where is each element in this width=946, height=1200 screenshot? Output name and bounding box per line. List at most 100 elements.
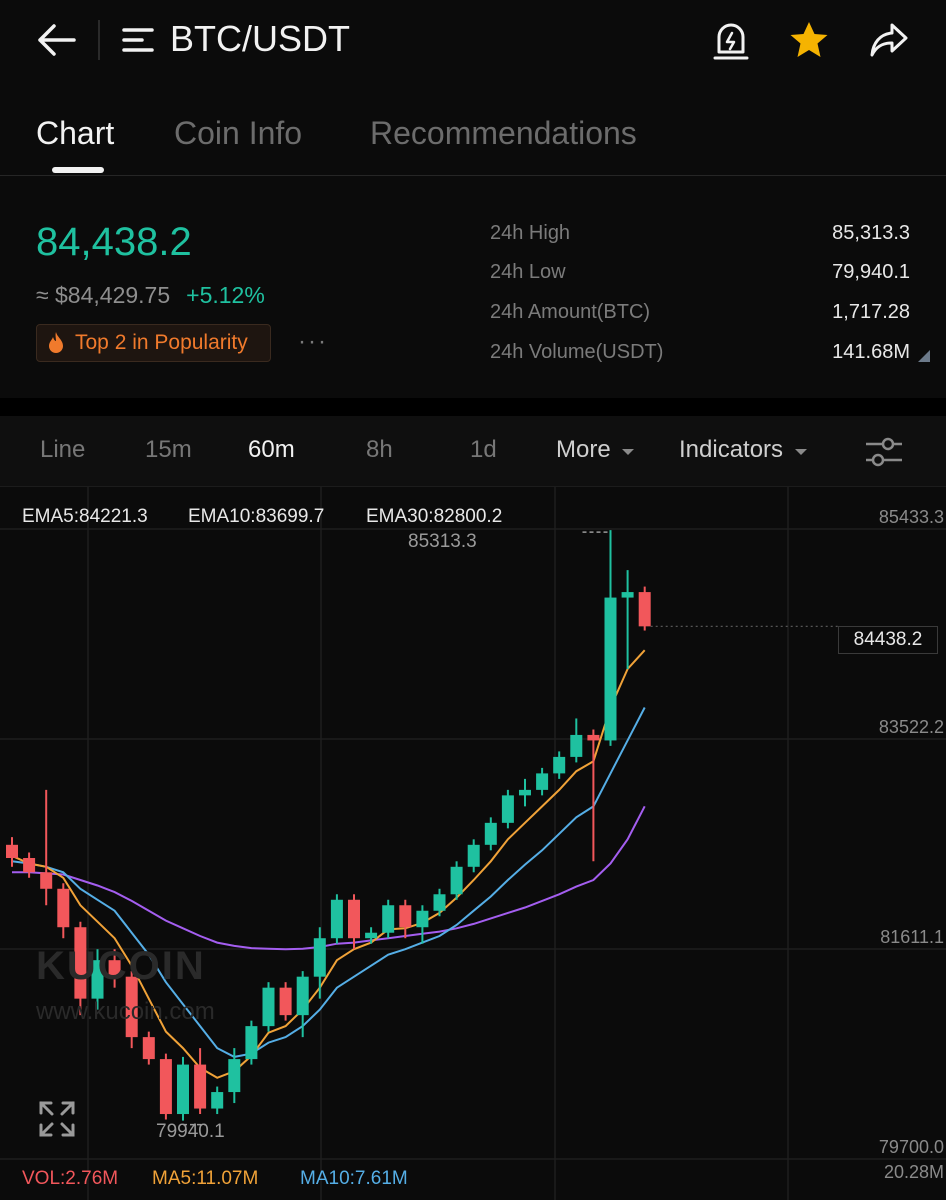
candle-body-18: [313, 938, 326, 977]
indicators-label: Indicators: [679, 436, 784, 463]
vol-ma10-legend: MA10:7.61M: [300, 1168, 408, 1189]
candlestick-chart[interactable]: [0, 487, 946, 1200]
candle-body-37: [638, 592, 651, 627]
stat-value-high: 85,313.3: [832, 222, 910, 244]
tab-coin-info[interactable]: Coin Info: [174, 115, 303, 151]
tf-8h[interactable]: 8h: [366, 436, 393, 463]
menu-icon[interactable]: [122, 26, 156, 54]
candle-body-14: [245, 1026, 258, 1060]
candle-body-19: [330, 899, 343, 939]
low-marker-label: 79940.1: [156, 1121, 225, 1142]
candle-body-20: [348, 899, 360, 939]
vol-legend: VOL:2.76M: [22, 1168, 119, 1189]
last-price: 84,438.2: [36, 220, 192, 264]
tf-60m[interactable]: 60m: [248, 436, 295, 463]
candle-body-22: [382, 905, 395, 933]
active-tab-indicator: [52, 167, 104, 173]
divider: [98, 20, 100, 60]
more-dots-icon[interactable]: ···: [298, 328, 328, 355]
tab-recommendations[interactable]: Recommendations: [370, 115, 637, 151]
candle-body-13: [228, 1059, 241, 1093]
stat-value-low: 79,940.1: [832, 261, 910, 283]
candle-body-34: [587, 734, 600, 741]
y-tick-2: 83522.2: [878, 717, 944, 737]
tf-1d[interactable]: 1d: [470, 436, 497, 463]
price-change: +5.12%: [186, 282, 265, 308]
current-price-tag: 84438.2: [838, 626, 938, 654]
favorite-star-icon[interactable]: [788, 20, 830, 60]
candle-body-3: [57, 888, 70, 928]
flame-icon: [49, 332, 63, 353]
caret-down-icon: [794, 449, 807, 455]
candle-body-2: [40, 872, 53, 889]
candle-body-36: [621, 592, 634, 598]
watermark-url: www.kucoin.com: [36, 998, 215, 1025]
stat-label-low: 24h Low: [490, 261, 566, 283]
fiat-price-row: ≈ $84,429.75 +5.12%: [36, 282, 265, 309]
share-icon[interactable]: [868, 22, 910, 58]
y-tick-1: 85433.3: [878, 507, 944, 527]
tf-line[interactable]: Line: [40, 436, 86, 463]
candle-body-27: [467, 844, 480, 867]
chart-settings-icon[interactable]: [864, 436, 904, 468]
vol-ma5-legend: MA5:11.07M: [152, 1168, 259, 1189]
candle-body-16: [279, 987, 292, 1016]
candle-body-10: [177, 1064, 189, 1115]
stat-value-volume: 141.68M: [832, 341, 910, 363]
indicators-dropdown[interactable]: Indicators: [679, 436, 808, 464]
candle-body-8: [142, 1037, 155, 1060]
candle-body-12: [211, 1092, 224, 1109]
ema5-legend: EMA5:84221.3: [22, 506, 148, 527]
corner-triangle-icon: [918, 350, 930, 362]
candle-body-4: [74, 927, 87, 999]
candle-body-24: [416, 910, 429, 928]
top-bar: BTC/USDT: [0, 0, 946, 90]
chart-grid: [0, 487, 946, 1200]
section-divider: [0, 398, 946, 416]
caret-down-icon: [622, 449, 635, 455]
tab-bar: Chart Coin Info Recommendations: [0, 95, 946, 176]
ema10-legend: EMA10:83699.7: [188, 506, 325, 527]
stat-label-amount: 24h Amount(BTC): [490, 301, 651, 323]
price-alert-icon[interactable]: [712, 20, 750, 62]
tf-more-dropdown[interactable]: More: [556, 436, 635, 464]
candle-body-31: [536, 773, 549, 790]
candle-body-0: [6, 844, 18, 859]
y-tick-4: 79700.0: [878, 1137, 944, 1157]
badge-label: Top 2 in Popularity: [75, 331, 248, 354]
candle-body-30: [519, 789, 531, 796]
candle-body-35: [604, 597, 617, 741]
ema30-legend: EMA30:82800.2: [366, 506, 503, 527]
stat-label-high: 24h High: [490, 222, 571, 244]
candle-body-26: [450, 866, 463, 895]
candle-body-5: [91, 960, 104, 999]
y-tick-3: 81611.1: [880, 927, 944, 947]
stat-value-amount: 1,717.28: [832, 301, 910, 323]
ema5-path: [11, 649, 646, 1079]
ema30-line: [12, 805, 646, 951]
candle-body-6: [108, 960, 121, 977]
timeframe-bar: Line 15m 60m 8h 1d More Indicators: [0, 416, 946, 487]
candle-body-23: [399, 905, 412, 928]
tf-15m[interactable]: 15m: [145, 436, 192, 463]
candle-body-15: [262, 987, 275, 1027]
candle-body-29: [501, 795, 514, 823]
back-arrow-icon[interactable]: [36, 22, 78, 58]
high-marker-label: 85313.3: [408, 531, 477, 552]
candle-body-32: [553, 756, 566, 774]
candle-body-21: [365, 932, 378, 939]
pair-title[interactable]: BTC/USDT: [170, 18, 350, 59]
tab-chart[interactable]: Chart: [36, 115, 115, 151]
candle-body-9: [159, 1059, 172, 1115]
ema10-line: [11, 707, 646, 1058]
popularity-badge[interactable]: Top 2 in Popularity: [36, 324, 271, 362]
fullscreen-icon[interactable]: [38, 1100, 76, 1138]
ema30-path: [12, 805, 646, 951]
watermark-logo: KUCOIN: [36, 944, 206, 988]
vol-axis-max: 20.28M: [883, 1162, 944, 1182]
candle-body-11: [194, 1064, 207, 1109]
ema5-line: [11, 649, 646, 1079]
markers-group: [183, 531, 838, 1126]
tf-more-label: More: [556, 436, 611, 463]
stat-label-volume: 24h Volume(USDT): [490, 341, 664, 363]
